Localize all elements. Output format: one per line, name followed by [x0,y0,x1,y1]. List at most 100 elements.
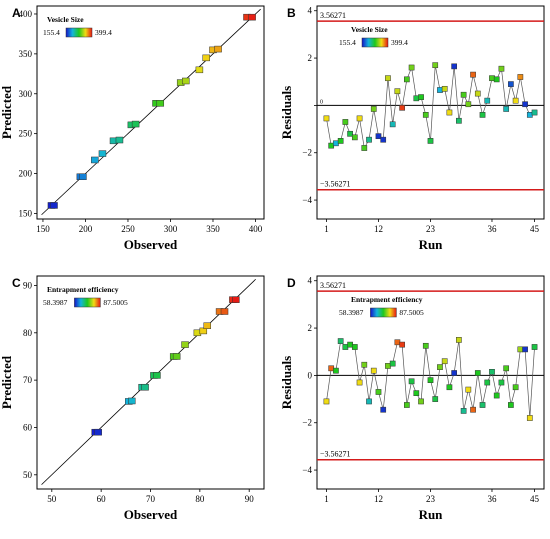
y-tick-label: 300 [19,89,33,99]
data-point [366,136,372,143]
y-tick-label: 400 [19,9,33,19]
legend-colorbar [74,297,101,308]
data-point [413,390,420,396]
data-point [347,130,353,137]
data-point [522,101,528,108]
data-point [394,88,401,95]
data-point [512,97,519,104]
data-point [94,428,102,436]
legend: Vesicle Size 155.4 399.4 [43,15,112,38]
legend-colorbar [370,307,397,318]
data-point [451,370,457,376]
data-point [408,64,415,71]
lower-limit-label: −3.56271 [320,450,351,459]
data-point [385,363,391,369]
y-tick-label: 70 [23,375,33,385]
y-tick-label: 50 [23,470,33,480]
y-axis-title: Predicted [0,85,14,139]
data-point [91,156,99,164]
data-point [531,344,538,350]
data-point [141,383,149,391]
data-point [474,370,481,376]
data-point [498,65,505,72]
data-point [479,112,486,118]
x-tick-label: 23 [426,494,436,504]
plot-frame [36,5,265,220]
zero-label: 0 [320,99,323,105]
data-point [446,109,453,116]
data-point [418,94,424,100]
y-axis-title: Residuals [279,356,294,409]
legend-title: Vesicle Size [351,25,388,34]
y-tick-label: 60 [23,422,33,432]
x-tick-label: 90 [245,494,255,504]
x-axis-title: Run [419,237,444,252]
data-point [441,358,448,365]
data-point [248,13,256,21]
x-tick-label: 350 [206,224,220,234]
data-point [408,378,415,385]
data-point [470,406,476,413]
data-point [366,398,372,405]
data-point [427,377,434,383]
data-point [389,360,396,367]
data-point [460,91,467,98]
data-point [232,296,240,303]
x-tick-label: 45 [530,494,540,504]
y-tick-label: −2 [302,148,312,158]
data-point [465,386,472,393]
y-axis-title: Residuals [279,86,294,139]
data-point [404,76,410,83]
legend-min: 155.4 [339,38,356,47]
data-point [493,76,500,83]
data-point [333,140,339,147]
data-point [484,379,491,386]
legend-max: 399.4 [95,28,112,37]
data-point [418,398,424,405]
data-point [465,101,472,108]
legend-colorbar [361,37,389,48]
data-point [199,327,208,335]
data-point [356,115,363,122]
data-point [50,202,58,209]
y-tick-label: −4 [302,195,312,205]
data-point [182,77,190,85]
legend: Entrapment efficiency 58.3987 87.5005 [43,285,128,308]
data-point [456,337,462,343]
y-tick-label: −4 [302,465,312,475]
data-point [446,384,453,391]
data-point [375,133,382,140]
legend-title: Entrapment efficiency [351,295,423,304]
x-tick-label: 60 [97,494,107,504]
data-point [526,112,533,118]
data-point [460,408,467,414]
legend-colorbar [65,27,93,38]
data-point [517,346,524,353]
data-point [441,85,448,92]
data-point [380,406,387,413]
data-point [512,384,519,391]
data-point [337,338,344,344]
data-point [98,150,107,157]
y-tick-label: 4 [308,276,313,286]
data-point [437,87,443,93]
data-point [333,367,339,374]
data-point [351,344,358,350]
data-point [328,365,335,372]
legend: Vesicle Size 155.4 399.4 [339,25,408,48]
panel-b: B 1 12 23 36 45 −4 −2 2 4 Run Residuals Vesicle Size… [279,5,545,252]
data-point [380,136,387,143]
x-axis-title: Observed [124,507,178,522]
data-point [156,100,165,107]
x-tick-label: 80 [195,494,205,504]
data-point [399,341,405,348]
data-point [479,402,486,408]
data-point [131,120,140,128]
data-point [437,364,443,370]
x-tick-label: 12 [374,224,383,234]
data-point [203,322,211,329]
data-point [427,138,434,144]
legend-min: 58.3987 [339,308,364,317]
data-point [172,353,181,360]
